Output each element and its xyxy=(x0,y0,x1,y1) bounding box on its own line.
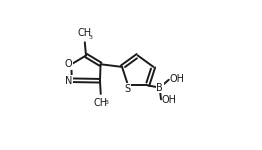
Text: OH: OH xyxy=(169,74,184,84)
Text: 3: 3 xyxy=(89,35,93,40)
Text: N: N xyxy=(65,76,73,85)
Text: CH: CH xyxy=(78,28,92,38)
Text: OH: OH xyxy=(162,96,177,105)
Text: CH: CH xyxy=(94,98,108,108)
Text: O: O xyxy=(65,59,73,69)
Text: S: S xyxy=(124,84,130,94)
Text: B: B xyxy=(156,83,163,93)
Text: 3: 3 xyxy=(105,100,109,105)
